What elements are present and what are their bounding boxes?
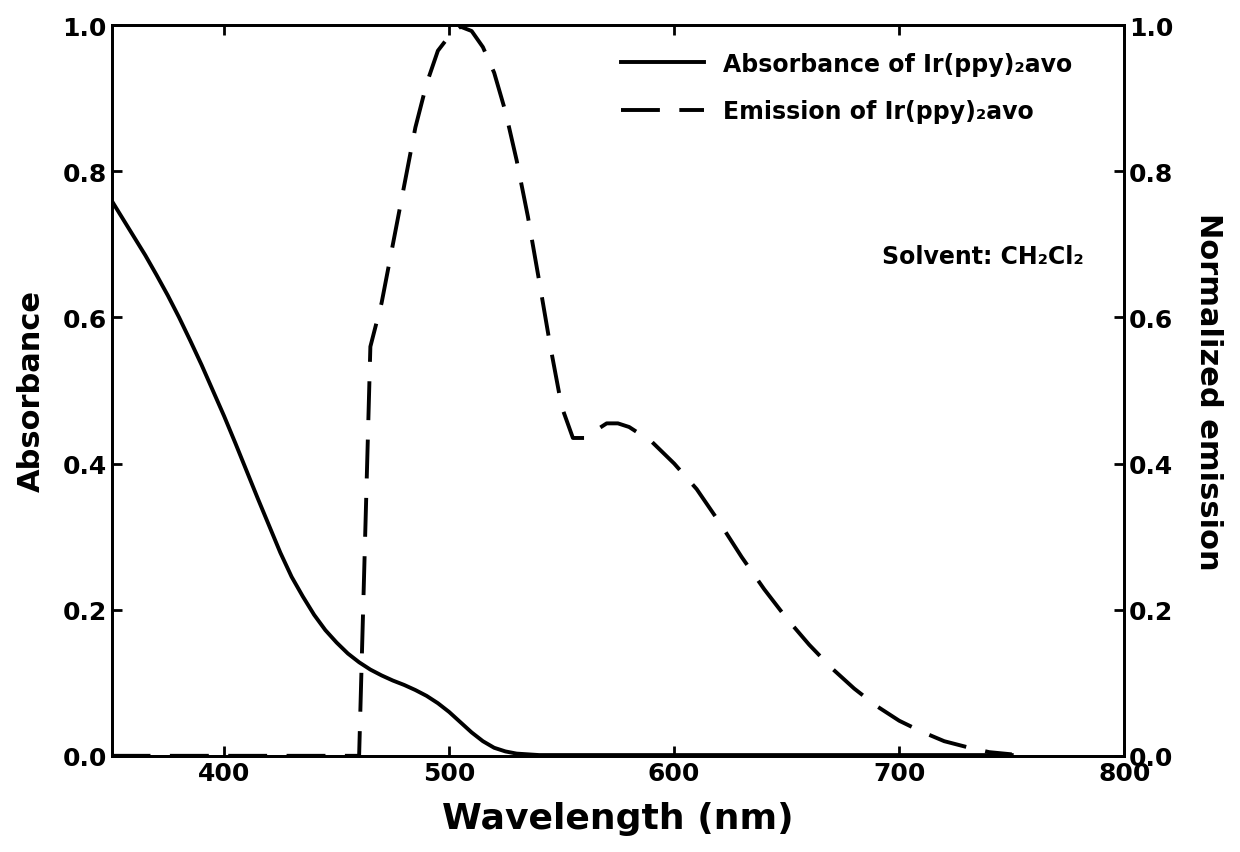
Legend: Absorbance of Ir(ppy)₂avo, Emission of Ir(ppy)₂avo: Absorbance of Ir(ppy)₂avo, Emission of I…	[621, 53, 1071, 124]
Y-axis label: Absorbance: Absorbance	[16, 291, 46, 492]
Y-axis label: Normalized emission: Normalized emission	[1194, 212, 1224, 570]
Text: Solvent: CH₂Cl₂: Solvent: CH₂Cl₂	[882, 245, 1084, 269]
X-axis label: Wavelength (nm): Wavelength (nm)	[443, 802, 794, 835]
